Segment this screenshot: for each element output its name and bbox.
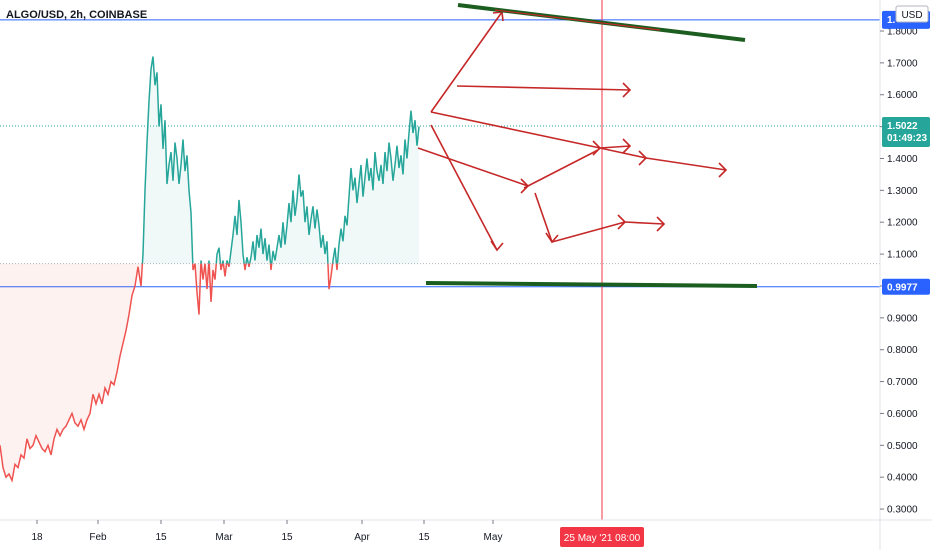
x-tick-label: May xyxy=(484,532,503,543)
x-tick-label: Apr xyxy=(354,532,370,543)
area-above-baseline xyxy=(0,56,419,264)
price-line-above xyxy=(141,56,420,264)
x-tick-label: Mar xyxy=(215,532,233,543)
y-tick-label: 0.6000 xyxy=(887,409,918,420)
arrow-head[interactable] xyxy=(617,214,627,230)
y-tick-label: 1.1000 xyxy=(887,250,918,261)
arrow-segment[interactable] xyxy=(551,221,626,243)
x-tick-label: 15 xyxy=(281,532,293,543)
y-tick-label: 0.9000 xyxy=(887,313,918,324)
last-price-label-text: 1.5022 xyxy=(887,121,918,132)
x-tick-label: 15 xyxy=(418,532,430,543)
arrow-head[interactable] xyxy=(490,240,504,252)
x-tick-label: Feb xyxy=(89,532,107,543)
currency-badge-label: USD xyxy=(901,10,922,21)
crosshair-time-text: 25 May '21 08:00 xyxy=(564,533,641,544)
price-axis-bg xyxy=(880,0,932,550)
resistance-trendline-inner[interactable] xyxy=(494,9,661,31)
arrow-segment[interactable] xyxy=(417,147,529,187)
arrow-segment[interactable] xyxy=(624,221,665,225)
y-tick-label: 0.5000 xyxy=(887,441,918,452)
arrow-segment[interactable] xyxy=(645,157,727,171)
y-tick-label: 0.8000 xyxy=(887,345,918,356)
last-price-label-text: 01:49:23 xyxy=(887,133,927,144)
price-axis: 1.80001.70001.60001.50001.40001.30001.20… xyxy=(879,0,932,550)
support-price-label-text: 0.9977 xyxy=(887,283,918,294)
y-tick-label: 1.6000 xyxy=(887,90,918,101)
top-line-price-label-text: 1. xyxy=(887,15,896,26)
y-tick-label: 1.7000 xyxy=(887,58,918,69)
crosshair-time-label xyxy=(560,527,644,547)
arrow-segment[interactable] xyxy=(430,124,498,251)
arrow-head[interactable] xyxy=(622,82,632,98)
x-tick-label: 18 xyxy=(31,532,43,543)
arrow-segment[interactable] xyxy=(430,111,601,149)
arrow-head[interactable] xyxy=(656,216,666,232)
last-price-label xyxy=(882,116,930,147)
y-tick-label: 1.8000 xyxy=(887,27,918,38)
arrow-segment[interactable] xyxy=(534,192,553,243)
y-tick-label: 0.4000 xyxy=(887,473,918,484)
arrow-head[interactable] xyxy=(718,162,728,178)
support-price-label xyxy=(882,278,930,295)
y-tick-label: 1.3000 xyxy=(887,186,918,197)
corner-box xyxy=(882,522,930,548)
drawing-annotations[interactable] xyxy=(417,3,758,288)
arrow-segment[interactable] xyxy=(599,145,631,149)
time-axis: 18 Feb 15 Mar 15 Apr 15 May 25 May '21 08:00 xyxy=(0,519,932,547)
support-trendline[interactable] xyxy=(425,281,758,288)
arrow-segment[interactable] xyxy=(523,149,599,189)
y-tick-label: 1.2000 xyxy=(887,218,918,229)
arrow-segment[interactable] xyxy=(456,85,631,91)
y-tick-label: 1.4000 xyxy=(887,154,918,165)
y-tick-label: 0.7000 xyxy=(887,377,918,388)
currency-badge[interactable] xyxy=(895,5,929,23)
chart-title: ALGO/USD, 2h, COINBASE xyxy=(6,9,147,21)
arrow-segment[interactable] xyxy=(430,11,503,113)
y-tick-label: 0.3000 xyxy=(887,505,918,516)
x-tick-label: 15 xyxy=(155,532,167,543)
arrow-head[interactable] xyxy=(622,138,632,154)
price-line-below xyxy=(0,263,339,483)
price-series xyxy=(0,56,420,483)
chart-grid xyxy=(0,0,880,520)
arrow-segment[interactable] xyxy=(599,147,647,159)
